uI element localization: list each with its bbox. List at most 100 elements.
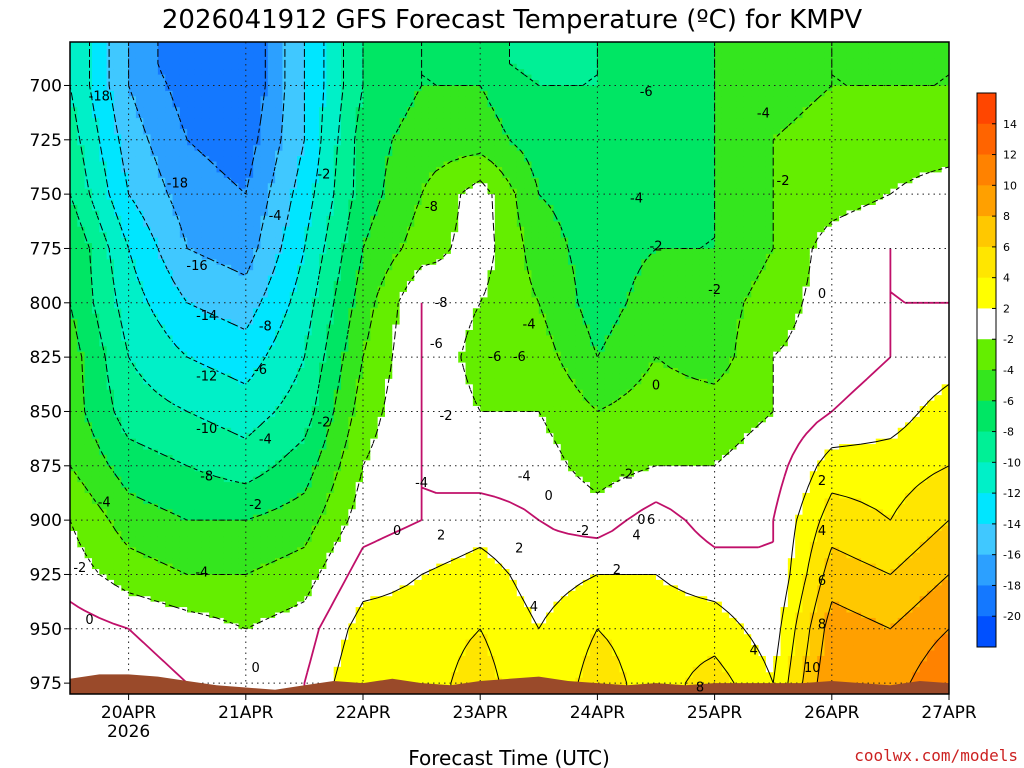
field-cell (326, 650, 335, 657)
field-cell (99, 400, 108, 407)
field-cell (311, 199, 320, 206)
field-cell (355, 471, 364, 478)
field-cell (209, 346, 218, 353)
field-cell (70, 596, 78, 603)
field-cell (319, 145, 327, 152)
field-cell (282, 395, 291, 402)
field-cell (70, 579, 78, 586)
field-cell (179, 569, 188, 576)
field-cell (355, 601, 364, 608)
field-cell (201, 395, 210, 402)
field-cell (77, 482, 86, 489)
field-cell (216, 672, 225, 679)
field-cell (106, 471, 115, 478)
field-cell (194, 639, 203, 646)
field-cell (143, 482, 152, 489)
field-cell (253, 623, 262, 630)
field-cell (194, 194, 203, 201)
field-cell (341, 503, 349, 510)
field-cell (165, 42, 174, 49)
field-cell (128, 438, 137, 445)
field-cell (172, 340, 181, 347)
field-cell (319, 514, 327, 521)
field-cell (333, 210, 342, 217)
field-cell (245, 416, 254, 423)
field-cell (194, 319, 203, 326)
field-cell (143, 166, 152, 173)
field-cell (355, 85, 364, 92)
field-cell (282, 329, 291, 336)
field-cell (194, 329, 203, 336)
field-cell (194, 205, 203, 212)
field-cell (297, 645, 305, 652)
field-cell (194, 145, 203, 152)
field-cell (355, 107, 364, 114)
field-cell (260, 536, 269, 543)
field-cell (113, 541, 122, 548)
field-cell (348, 558, 357, 565)
field-cell (319, 166, 327, 173)
field-cell (157, 80, 166, 87)
field-cell (238, 406, 247, 413)
field-cell (113, 444, 122, 451)
field-cell (282, 297, 291, 304)
field-cell (194, 520, 203, 527)
field-cell (99, 661, 108, 668)
field-cell (106, 438, 115, 445)
field-cell (165, 628, 174, 635)
field-cell (128, 666, 137, 673)
field-cell (370, 351, 379, 358)
field-cell (70, 281, 78, 288)
field-cell (77, 438, 86, 445)
field-cell (70, 536, 78, 543)
field-cell (216, 400, 225, 407)
field-cell (245, 683, 254, 690)
field-cell (216, 281, 225, 288)
field-cell (282, 677, 291, 684)
field-cell (223, 177, 232, 184)
field-cell (304, 183, 313, 190)
field-cell (121, 302, 130, 309)
field-cell (260, 558, 269, 565)
field-cell (194, 275, 203, 282)
field-cell (194, 438, 203, 445)
field-cell (297, 563, 305, 570)
field-cell (121, 150, 130, 157)
field-cell (113, 362, 122, 369)
field-cell (245, 259, 254, 266)
field-cell (253, 569, 262, 576)
field-cell (348, 128, 357, 135)
field-cell (275, 139, 284, 146)
field-cell (238, 666, 247, 673)
field-cell (165, 80, 174, 87)
field-cell (355, 661, 364, 668)
field-cell (179, 177, 188, 184)
field-cell (311, 389, 320, 396)
field-cell (238, 395, 247, 402)
field-cell (289, 444, 298, 451)
field-cell (70, 563, 78, 570)
field-cell (326, 248, 335, 255)
field-cell (341, 74, 349, 81)
field-cell (91, 389, 100, 396)
field-cell (275, 509, 284, 516)
field-cell (355, 465, 364, 472)
field-cell (121, 270, 130, 277)
field-cell (128, 634, 137, 641)
field-cell (245, 569, 254, 576)
field-cell (84, 655, 93, 662)
field-cell (260, 128, 269, 135)
field-cell (157, 215, 166, 222)
field-cell (223, 471, 232, 478)
field-cell (311, 427, 320, 434)
field-cell (216, 259, 225, 266)
field-cell (238, 498, 247, 505)
field-cell (348, 454, 357, 461)
field-cell (157, 558, 166, 565)
field-cell (355, 329, 364, 336)
field-cell (297, 118, 305, 125)
field-cell (194, 454, 203, 461)
field-cell (194, 623, 203, 630)
field-cell (113, 465, 122, 472)
field-cell (106, 270, 115, 277)
